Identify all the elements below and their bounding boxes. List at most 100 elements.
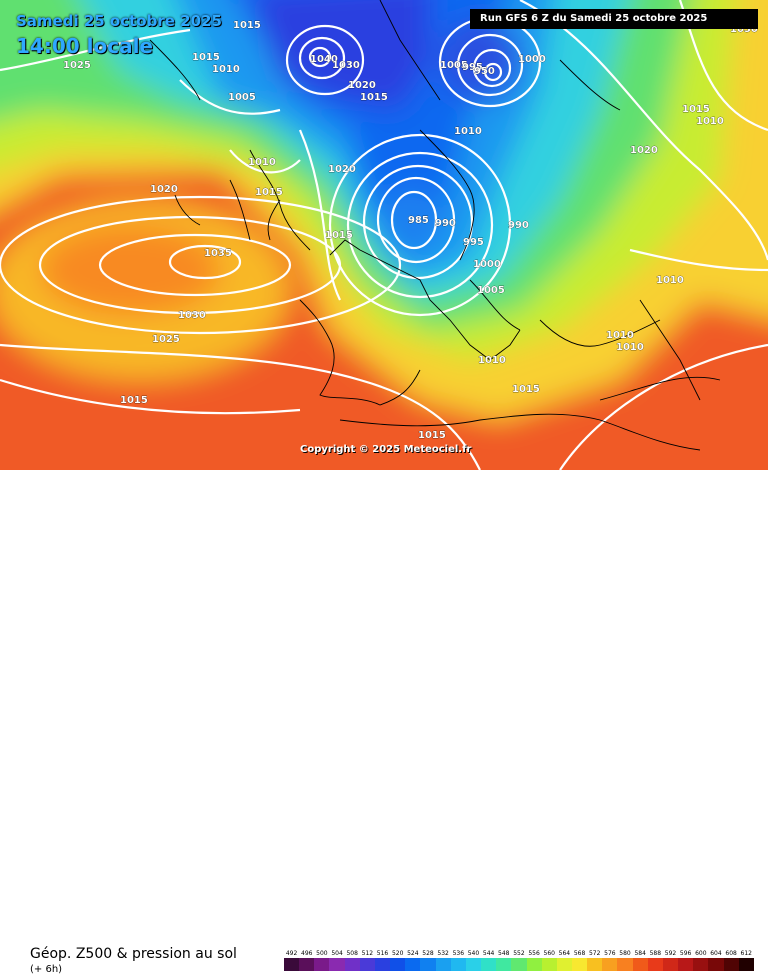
scale-swatch bbox=[450, 958, 466, 971]
scale-swatch bbox=[329, 958, 345, 971]
isobar-label: 995 bbox=[463, 237, 484, 248]
scale-label: 532 bbox=[437, 950, 449, 957]
isobar-label: 1010 bbox=[248, 157, 276, 168]
scale-swatch bbox=[314, 958, 330, 971]
scale-label: 544 bbox=[482, 950, 495, 957]
scale-swatch bbox=[299, 958, 315, 971]
color-scale: 492 496 500 504 508 512 516 520 524 528 532 536 540 5… bbox=[284, 950, 754, 971]
isobar-label: 1020 bbox=[150, 184, 178, 195]
scale-label: 516 bbox=[376, 950, 389, 957]
scale-swatch bbox=[693, 958, 709, 971]
scale-swatch bbox=[617, 958, 633, 971]
scale-swatch bbox=[678, 958, 694, 971]
weather-map: 1015101510101025104010301005102010151005… bbox=[0, 0, 768, 470]
scale-labels: 492 496 500 504 508 512 516 520 524 528 532 536 540 5… bbox=[284, 950, 754, 957]
coastlines bbox=[149, 0, 721, 451]
legend-subtitle: (+ 6h) bbox=[30, 964, 63, 975]
map-time: 14:00 locale bbox=[16, 34, 153, 58]
scale-label: 592 bbox=[664, 950, 677, 957]
isobar-label: 1015 bbox=[233, 20, 261, 31]
scale-label: 584 bbox=[634, 950, 646, 957]
scale-swatch bbox=[481, 958, 497, 971]
scale-label: 492 bbox=[285, 950, 298, 957]
scale-label: 564 bbox=[558, 950, 571, 957]
isobar-label: 985 bbox=[408, 215, 429, 226]
geopotential-field bbox=[0, 0, 768, 470]
isobar-label: 1005 bbox=[440, 60, 468, 71]
scale-swatch bbox=[465, 958, 482, 971]
scale-label: 612 bbox=[740, 950, 752, 957]
isobar-label: 1015 bbox=[255, 187, 283, 198]
scale-label: 604 bbox=[710, 950, 722, 957]
isobar-label: 950 bbox=[474, 66, 495, 77]
scale-swatch bbox=[571, 958, 588, 971]
isobar-label: 1025 bbox=[63, 60, 91, 71]
scale-label: 520 bbox=[391, 950, 404, 957]
scale-swatch bbox=[587, 958, 603, 971]
scale-label: 512 bbox=[361, 950, 374, 957]
scale-swatch bbox=[359, 958, 375, 971]
isobar-labels: 1015101510101025104010301005102010151005… bbox=[63, 20, 758, 442]
scale-swatch bbox=[708, 958, 724, 971]
run-info: Run GFS 6 Z du Samedi 25 octobre 2025 bbox=[470, 9, 758, 29]
isobar-label: 1015 bbox=[512, 384, 540, 395]
scale-swatch bbox=[647, 958, 663, 971]
scale-label: 580 bbox=[619, 950, 631, 957]
scale-label: 540 bbox=[467, 950, 480, 957]
scale-label: 508 bbox=[346, 950, 358, 957]
legend-title: Géop. Z500 & pression au sol bbox=[30, 946, 237, 962]
isobars bbox=[0, 0, 768, 470]
scale-label: 548 bbox=[498, 950, 510, 957]
isobar-label: 1015 bbox=[360, 92, 388, 103]
scale-label: 576 bbox=[604, 950, 616, 957]
scale-swatch bbox=[541, 958, 557, 971]
isobar-label: 1020 bbox=[630, 145, 658, 156]
isobar-label: 1020 bbox=[328, 164, 356, 175]
scale-label: 560 bbox=[543, 950, 555, 957]
scale-swatch bbox=[556, 958, 572, 971]
isobar-label: 1010 bbox=[616, 342, 644, 353]
isobar-label: 1000 bbox=[473, 259, 501, 270]
isobar-label: 1020 bbox=[348, 80, 376, 91]
scale-swatch bbox=[420, 958, 436, 971]
scale-label: 600 bbox=[695, 950, 707, 957]
scale-swatch bbox=[511, 958, 527, 971]
scale-swatch bbox=[738, 958, 754, 971]
scale-label: 556 bbox=[528, 950, 540, 957]
scale-swatch bbox=[374, 958, 391, 971]
isobar-label: 1005 bbox=[228, 92, 256, 103]
scale-swatch bbox=[435, 958, 451, 971]
isobar-label: 1015 bbox=[325, 230, 353, 241]
isobar-label: 1015 bbox=[120, 395, 148, 406]
scale-label: 572 bbox=[588, 950, 601, 957]
scale-swatch bbox=[602, 958, 618, 971]
scale-label: 528 bbox=[422, 950, 434, 957]
isobar-label: 990 bbox=[508, 220, 529, 231]
isobar-label: 1000 bbox=[518, 54, 546, 65]
isobar-label: 1015 bbox=[192, 52, 220, 63]
scale-swatch bbox=[662, 958, 679, 971]
scale-label: 536 bbox=[452, 950, 465, 957]
scale-label: 496 bbox=[301, 950, 313, 957]
isobar-label: 1010 bbox=[478, 355, 506, 366]
map-date: Samedi 25 octobre 2025 bbox=[16, 12, 222, 30]
scale-label: 568 bbox=[573, 950, 586, 957]
scale-label: 500 bbox=[316, 950, 328, 957]
scale-label: 588 bbox=[649, 950, 662, 957]
isobar-label: 1030 bbox=[730, 24, 758, 35]
scale-swatch bbox=[344, 958, 360, 971]
scale-label: 608 bbox=[725, 950, 737, 957]
copyright-notice: Copyright © 2025 Meteociel.fr bbox=[300, 444, 472, 455]
isobar-label: 1030 bbox=[178, 310, 206, 321]
isobar-label: 1010 bbox=[454, 126, 482, 137]
isobar-label: 1005 bbox=[477, 285, 505, 296]
scale-swatch bbox=[284, 958, 300, 971]
scale-label: 524 bbox=[407, 950, 419, 957]
isobar-label: 1030 bbox=[332, 60, 360, 71]
isobar-label: 990 bbox=[435, 218, 456, 229]
isobar-label: 1025 bbox=[152, 334, 180, 345]
isobar-label: 1010 bbox=[696, 116, 724, 127]
isobar-label: 1035 bbox=[204, 248, 232, 259]
scale-swatch bbox=[496, 958, 512, 971]
isobar-label: 1040 bbox=[310, 54, 338, 65]
